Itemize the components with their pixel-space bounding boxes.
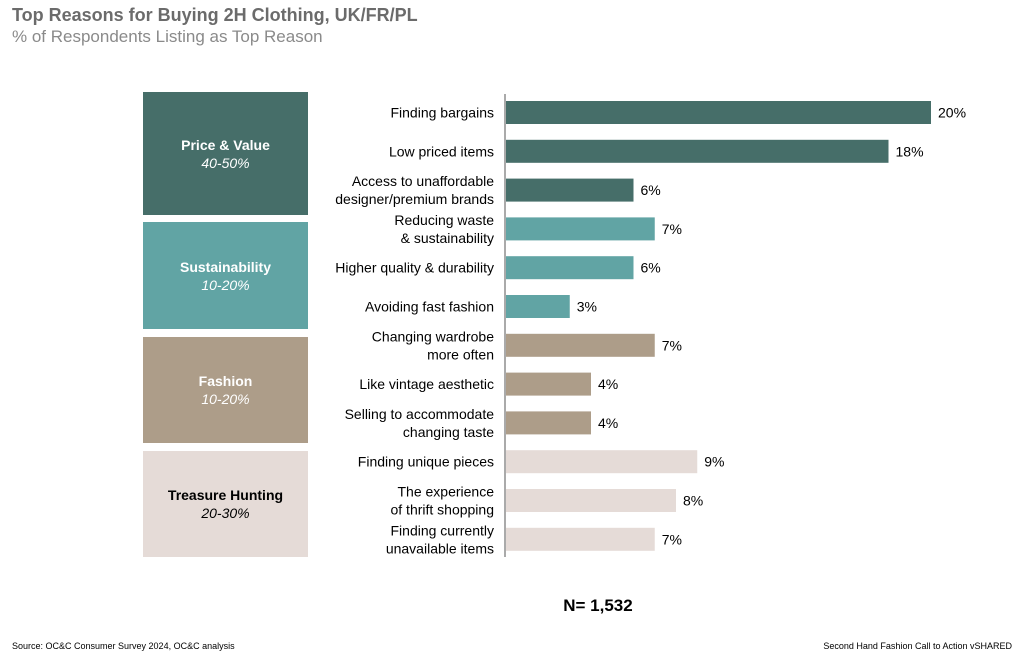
bar-value-label: 4% xyxy=(598,415,618,431)
bar xyxy=(506,217,655,241)
category-label-line: of thrift shopping xyxy=(390,502,494,518)
bar xyxy=(506,333,655,357)
group-box-fashion: Fashion 10-20% xyxy=(143,337,308,443)
category-label-line: unavailable items xyxy=(386,540,494,556)
category-label-line: Higher quality & durability xyxy=(335,260,494,276)
bar-value-label: 7% xyxy=(662,531,682,547)
bar-value-label: 18% xyxy=(896,143,924,159)
bar xyxy=(506,256,634,280)
category-label: Reducing waste & sustainability xyxy=(394,212,494,246)
bar-value-label: 7% xyxy=(662,337,682,353)
category-label-line: Finding unique pieces xyxy=(358,454,494,470)
bar xyxy=(506,527,655,551)
group-range: 10-20% xyxy=(201,391,250,407)
group-box-sustainability: Sustainability 10-20% xyxy=(143,222,308,329)
category-label: Selling to accommodate changing taste xyxy=(345,406,495,440)
sample-size-text: N= 1,532 xyxy=(563,596,633,615)
category-label: Changing wardrobe more often xyxy=(372,328,494,362)
group-range: 20-30% xyxy=(201,505,250,521)
category-label: Like vintage aesthetic xyxy=(359,376,494,392)
bar-value-label: 8% xyxy=(683,493,703,509)
group-box-treasure-hunting: Treasure Hunting 20-30% xyxy=(143,451,308,557)
bar xyxy=(506,372,591,396)
category-label-line: Finding bargains xyxy=(390,105,494,121)
bar xyxy=(506,411,591,435)
category-label-line: Selling to accommodate xyxy=(345,406,495,422)
category-label-line: Access to unaffordable xyxy=(352,173,494,189)
document-reference: Second Hand Fashion Call to Action vSHAR… xyxy=(823,641,1012,651)
category-label-line: & sustainability xyxy=(401,230,494,246)
category-label: Higher quality & durability xyxy=(335,260,494,276)
category-label-line: Low priced items xyxy=(389,143,494,159)
source-note: Source: OC&C Consumer Survey 2024, OC&C … xyxy=(12,641,235,651)
bar xyxy=(506,139,889,163)
group-name: Fashion xyxy=(198,373,253,389)
group-name: Price & Value xyxy=(181,136,270,153)
category-label-line: The experience xyxy=(397,484,494,500)
bar-value-label: 6% xyxy=(641,182,661,198)
category-label-line: Reducing waste xyxy=(394,212,494,228)
bar xyxy=(506,489,676,512)
category-label-line: Changing wardrobe xyxy=(372,328,494,344)
category-label: Finding bargains xyxy=(390,105,494,121)
category-label: Avoiding fast fashion xyxy=(365,299,494,315)
category-label-line: Like vintage aesthetic xyxy=(359,376,494,392)
bar-value-label: 20% xyxy=(938,105,966,121)
category-label: The experience of thrift shopping xyxy=(390,484,494,518)
bar-value-label: 9% xyxy=(704,454,724,470)
category-label: Finding unique pieces xyxy=(358,454,494,470)
bar-value-label: 6% xyxy=(641,260,661,276)
group-box-price-value: Price & Value 40-50% xyxy=(143,92,308,215)
bar xyxy=(506,450,698,474)
category-label: Access to unaffordable designer/premium b… xyxy=(335,173,494,207)
bar xyxy=(506,101,931,124)
category-label-line: Avoiding fast fashion xyxy=(365,299,494,315)
chart-title: Top Reasons for Buying 2H Clothing, UK/F… xyxy=(12,5,418,25)
bar-value-label: 4% xyxy=(598,376,618,392)
bar xyxy=(506,295,570,318)
bar-value-label: 3% xyxy=(577,299,597,315)
group-name: Sustainability xyxy=(179,258,272,275)
category-label-line: more often xyxy=(427,346,494,362)
group-range: 10-20% xyxy=(201,276,250,293)
bar-value-label: 7% xyxy=(662,221,682,237)
category-label-line: changing taste xyxy=(403,424,494,440)
bar xyxy=(506,178,634,202)
category-label: Finding currently unavailable items xyxy=(386,522,494,556)
sample-size-label: N= 1,532 xyxy=(0,596,1024,616)
category-label-line: Finding currently xyxy=(391,522,495,538)
group-range: 40-50% xyxy=(201,154,250,171)
category-label: Low priced items xyxy=(389,143,494,159)
category-label-line: designer/premium brands xyxy=(335,191,494,207)
group-name: Treasure Hunting xyxy=(167,487,284,503)
chart-subtitle: % of Respondents Listing as Top Reason xyxy=(12,27,323,46)
